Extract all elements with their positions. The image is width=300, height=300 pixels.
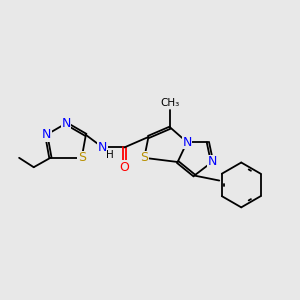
Text: N: N xyxy=(207,155,217,169)
Text: N: N xyxy=(98,141,107,154)
Text: S: S xyxy=(140,151,148,164)
Text: O: O xyxy=(119,161,129,174)
Text: H: H xyxy=(106,150,114,160)
Text: CH₃: CH₃ xyxy=(161,98,180,108)
Text: S: S xyxy=(78,151,86,164)
Text: N: N xyxy=(41,128,51,141)
Text: N: N xyxy=(182,136,192,149)
Text: N: N xyxy=(61,117,71,130)
